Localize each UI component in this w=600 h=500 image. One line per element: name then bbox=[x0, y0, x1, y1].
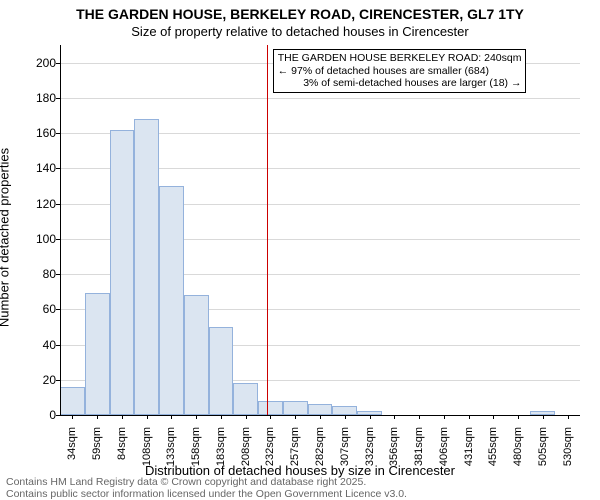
grid-line bbox=[60, 98, 580, 99]
y-tick-label: 80 bbox=[16, 267, 56, 281]
y-tick-label: 200 bbox=[16, 56, 56, 70]
histogram-bar bbox=[60, 387, 85, 415]
chart-title-main: THE GARDEN HOUSE, BERKELEY ROAD, CIRENCE… bbox=[0, 6, 600, 22]
x-axis-line bbox=[60, 415, 580, 416]
histogram-bar bbox=[110, 130, 135, 415]
attribution-text: Contains HM Land Registry data © Crown c… bbox=[6, 476, 407, 500]
histogram-bar bbox=[258, 401, 283, 415]
y-tick-label: 160 bbox=[16, 126, 56, 140]
y-tick-label: 100 bbox=[16, 232, 56, 246]
histogram-bar bbox=[85, 293, 110, 415]
y-tick-label: 20 bbox=[16, 373, 56, 387]
histogram-bar bbox=[332, 406, 357, 415]
y-tick-label: 120 bbox=[16, 197, 56, 211]
marker-line bbox=[267, 45, 268, 415]
y-tick-label: 60 bbox=[16, 302, 56, 316]
y-tick-label: 0 bbox=[16, 408, 56, 422]
histogram-bar bbox=[283, 401, 308, 415]
histogram-bar bbox=[233, 383, 258, 415]
y-tick-label: 140 bbox=[16, 161, 56, 175]
histogram-bar bbox=[184, 295, 209, 415]
chart-title-sub: Size of property relative to detached ho… bbox=[0, 24, 600, 39]
y-tick-label: 180 bbox=[16, 91, 56, 105]
annotation-line-3: 3% of semi-detached houses are larger (1… bbox=[278, 77, 522, 90]
y-axis-label: Number of detached properties bbox=[0, 148, 12, 327]
plot-area: THE GARDEN HOUSE BERKELEY ROAD: 240sqm← … bbox=[60, 45, 580, 415]
attribution-line-2: Contains public sector information licen… bbox=[6, 488, 407, 500]
histogram-bar bbox=[159, 186, 184, 415]
attribution-line-1: Contains HM Land Registry data © Crown c… bbox=[6, 476, 407, 488]
annotation-box: THE GARDEN HOUSE BERKELEY ROAD: 240sqm← … bbox=[273, 49, 527, 93]
y-axis-line bbox=[60, 45, 61, 415]
histogram-bar bbox=[308, 404, 333, 415]
histogram-bar bbox=[134, 119, 159, 415]
histogram-chart: THE GARDEN HOUSE, BERKELEY ROAD, CIRENCE… bbox=[0, 0, 600, 500]
annotation-line-1: THE GARDEN HOUSE BERKELEY ROAD: 240sqm bbox=[278, 52, 522, 65]
annotation-line-2: ← 97% of detached houses are smaller (68… bbox=[278, 65, 522, 78]
histogram-bar bbox=[209, 327, 234, 415]
y-tick-label: 40 bbox=[16, 338, 56, 352]
